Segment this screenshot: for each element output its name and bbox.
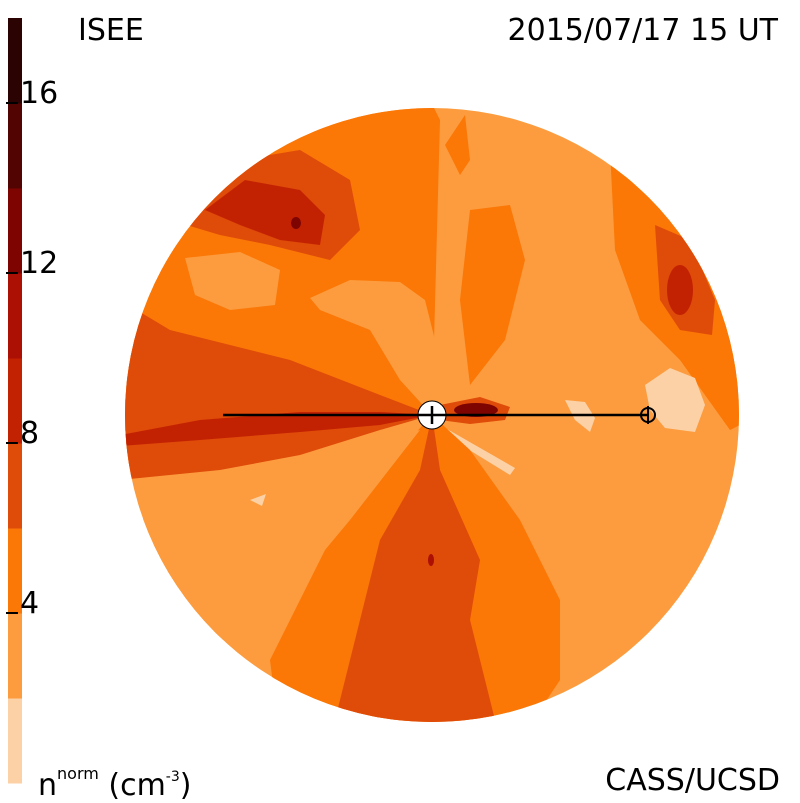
region-west-core — [125, 412, 432, 446]
region-se-streak — [440, 425, 515, 475]
region-sw-tiny-patch — [250, 494, 266, 506]
colorbar-tick-label-0: 4 — [20, 586, 39, 621]
colorbar-band-0 — [8, 698, 22, 784]
region-east-light-patch — [645, 368, 705, 432]
colorbar-band-4 — [8, 358, 22, 444]
datetime-label: 2015/07/17 15 UT — [507, 13, 778, 48]
colorbar-tick-label-3: 16 — [20, 76, 58, 111]
region-east-orange — [445, 115, 470, 175]
credit-label: CASS/UCSD — [605, 763, 780, 798]
colorbar-ticks: 4 8 12 16 — [6, 76, 58, 621]
region-south-peak — [428, 554, 434, 566]
colorbar — [8, 18, 22, 784]
region-nw-peak — [291, 217, 301, 229]
region-south-core — [330, 415, 500, 722]
colorbar-tick-label-2: 12 — [20, 246, 58, 281]
quantity-symbol: n — [38, 768, 58, 803]
quantity-superscript: norm — [57, 764, 99, 783]
earth-symbol — [640, 406, 656, 424]
region-nw-light — [185, 252, 280, 310]
source-label: ISEE — [78, 13, 144, 48]
colorbar-band-8 — [8, 18, 22, 104]
colorbar-band-1 — [8, 613, 22, 699]
colorbar-unit-label: nnorm (cm-3) — [38, 766, 191, 801]
colorbar-tick-label-1: 8 — [20, 416, 39, 451]
sun-symbol — [417, 400, 447, 430]
colorbar-band-3 — [8, 443, 22, 529]
colorbar-band-5 — [8, 273, 22, 359]
region-ne-orange — [460, 205, 525, 385]
region-sw-light — [140, 430, 420, 640]
unit-close: ) — [179, 768, 192, 803]
colorbar-band-2 — [8, 528, 22, 614]
region-east-peak — [667, 265, 693, 315]
colorbar-band-6 — [8, 188, 22, 274]
unit-open: (cm — [108, 768, 166, 803]
unit-exponent: -3 — [165, 769, 180, 785]
colorbar-band-7 — [8, 103, 22, 189]
region-sun-east-core — [454, 403, 498, 417]
region-north-light — [310, 280, 440, 415]
